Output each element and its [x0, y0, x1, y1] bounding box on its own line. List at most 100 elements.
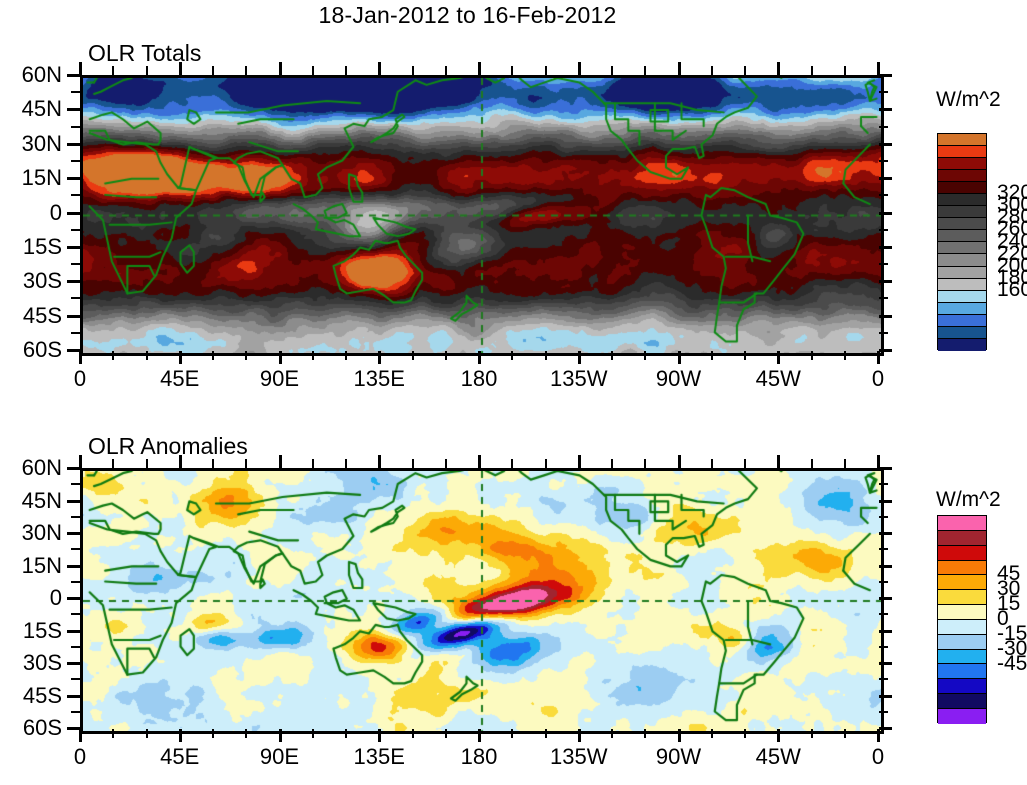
x-axis-label: 135W	[550, 366, 608, 391]
x-tick	[677, 455, 681, 468]
x-axis-label: 45W	[755, 744, 801, 769]
x-tick-minor	[345, 729, 347, 738]
y-axis-label: 15N	[21, 552, 62, 578]
x-tick-minor	[511, 66, 514, 75]
y-tick	[879, 177, 892, 181]
y-tick	[879, 467, 892, 470]
x-tick-minor	[212, 66, 214, 75]
colorbar-labels-olr-totals: 320 300 280 260 240 220 200 180 160	[997, 181, 1027, 301]
x-tick-minor	[710, 351, 713, 360]
x-tick	[378, 351, 382, 364]
y-axis-label: 30S	[22, 650, 62, 675]
y-axis-label: 30S	[22, 268, 62, 294]
x-tick-minor	[212, 351, 214, 360]
colorbar-swatch	[938, 590, 986, 606]
y-axis-label: 0	[49, 585, 62, 610]
y-tick-minor	[71, 331, 80, 334]
x-tick-minor	[345, 459, 347, 468]
colorbar-swatch	[938, 664, 986, 680]
y-tick-minor	[879, 125, 888, 128]
colorbar-tick-label: 0	[997, 607, 1009, 630]
y-axis-label: 60N	[21, 62, 62, 87]
map-olr-totals[interactable]	[80, 75, 884, 356]
y-tick-minor	[879, 194, 888, 197]
colorbar-swatch	[938, 146, 986, 159]
x-tick-minor	[544, 459, 547, 468]
x-tick-minor	[345, 351, 347, 360]
x-tick	[478, 351, 481, 364]
colorbar-tick-label: 300	[997, 193, 1027, 217]
x-tick-minor	[112, 351, 115, 360]
colorbar-swatch	[938, 134, 986, 147]
y-tick-minor	[879, 710, 888, 713]
x-tick-minor	[644, 66, 647, 75]
x-tick-minor	[345, 66, 347, 75]
axis-ticks-olr-totals	[67, 62, 892, 364]
colorbar-tick-label: 30	[997, 577, 1021, 601]
colorbar-tick-label: 15	[997, 592, 1021, 616]
y-tick	[879, 597, 892, 600]
y-tick-minor	[879, 159, 888, 162]
colorbar-swatch	[938, 278, 986, 291]
x-tick	[178, 351, 182, 364]
x-tick-minor	[311, 66, 314, 75]
colorbar-tick-label: 180	[997, 265, 1027, 289]
x-tick-minor	[444, 459, 447, 468]
y-tick	[67, 349, 80, 352]
x-tick-minor	[245, 351, 248, 360]
y-tick	[879, 74, 892, 77]
colorbar-tick-label: 160	[997, 277, 1027, 301]
y-tick	[879, 499, 892, 503]
x-tick-minor	[511, 459, 514, 468]
x-tick-minor	[710, 66, 713, 75]
x-axis-labels-olr-totals: 0 45E 90E 135E 180 135W 90W 45W 0	[74, 366, 884, 391]
map-olr-anomalies[interactable]	[80, 468, 884, 734]
x-tick-minor	[544, 729, 547, 738]
y-tick	[67, 662, 80, 665]
y-tick-minor	[71, 515, 80, 518]
y-tick-minor	[879, 613, 888, 616]
y-tick-minor	[71, 710, 80, 713]
olr-anomalies-field	[83, 471, 881, 731]
x-tick	[877, 351, 880, 364]
y-tick	[67, 564, 80, 568]
y-axis-label: 0	[49, 199, 62, 225]
y-tick	[879, 349, 892, 352]
x-tick	[178, 729, 182, 742]
y-axis-label: 60S	[22, 715, 62, 740]
x-tick	[79, 62, 82, 75]
y-tick-minor	[879, 228, 888, 231]
x-tick	[478, 729, 481, 742]
colorbar-tick-label: 200	[997, 253, 1027, 277]
x-tick-minor	[411, 459, 414, 468]
x-tick-minor	[544, 351, 547, 360]
y-tick-minor	[71, 645, 80, 648]
panel-title-olr-totals: OLR Totals	[88, 40, 202, 66]
axis-ticks-olr-anomalies	[0, 400, 1027, 785]
colorbar-tick-label: 240	[997, 229, 1027, 253]
x-tick-minor	[810, 459, 813, 468]
x-tick-minor	[444, 66, 447, 75]
y-tick	[879, 280, 892, 284]
x-tick-minor	[744, 351, 746, 360]
x-axis-label: 90E	[259, 366, 300, 391]
y-tick-minor	[71, 125, 80, 128]
y-tick	[67, 314, 80, 318]
x-tick-minor	[644, 459, 647, 468]
panel-olr-totals: OLR Totals 0 45E 90E 135E 180 135W 90W 45W 0 60N…	[21, 40, 1027, 391]
x-axis-label: 90W	[655, 366, 702, 391]
x-tick	[79, 351, 82, 364]
y-tick	[67, 532, 80, 535]
colorbar-swatch	[938, 326, 986, 339]
y-tick-minor	[879, 678, 888, 681]
x-axis-label: 45W	[755, 366, 801, 391]
colorbar-swatch	[938, 679, 986, 695]
y-tick-minor	[879, 263, 888, 266]
colorbar-tick-label: -45	[997, 651, 1027, 675]
x-tick	[278, 351, 282, 364]
x-tick-minor	[644, 351, 647, 360]
x-tick-minor	[145, 351, 148, 360]
x-tick-minor	[611, 351, 613, 360]
colorbar-swatch	[938, 338, 986, 351]
x-axis-label: 90W	[655, 744, 702, 769]
